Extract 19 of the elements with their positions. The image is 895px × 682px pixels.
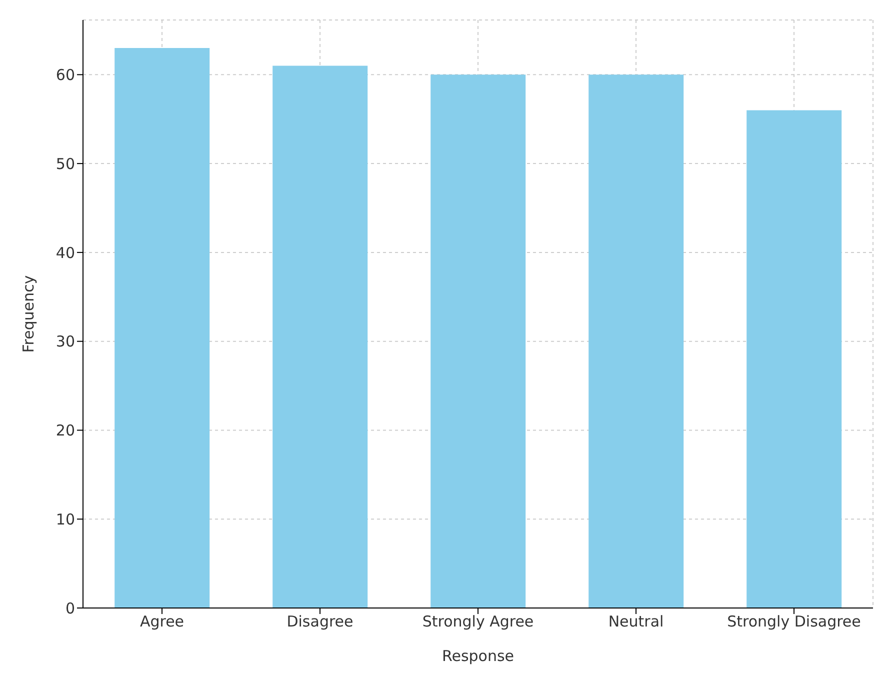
y-tick-label: 50 [56,154,75,173]
y-axis-title: Frequency [19,275,38,353]
x-tick-label: Strongly Disagree [727,612,861,631]
bar [272,66,368,608]
x-tick-label: Neutral [608,612,664,631]
y-tick-label: 0 [65,599,75,618]
y-tick-label: 40 [56,244,75,262]
y-tick-label: 30 [56,332,75,351]
bar [588,74,684,608]
bar [746,110,842,608]
x-tick-label: Disagree [286,612,354,631]
bar [430,74,526,608]
y-tick-label: 10 [56,510,75,528]
y-tick-label: 60 [56,66,75,84]
y-tick-label: 20 [56,422,75,440]
x-axis-title: Response [442,647,514,665]
x-tick-label: Agree [140,612,184,631]
bar [114,48,210,608]
x-tick-label: Strongly Agree [422,612,534,631]
